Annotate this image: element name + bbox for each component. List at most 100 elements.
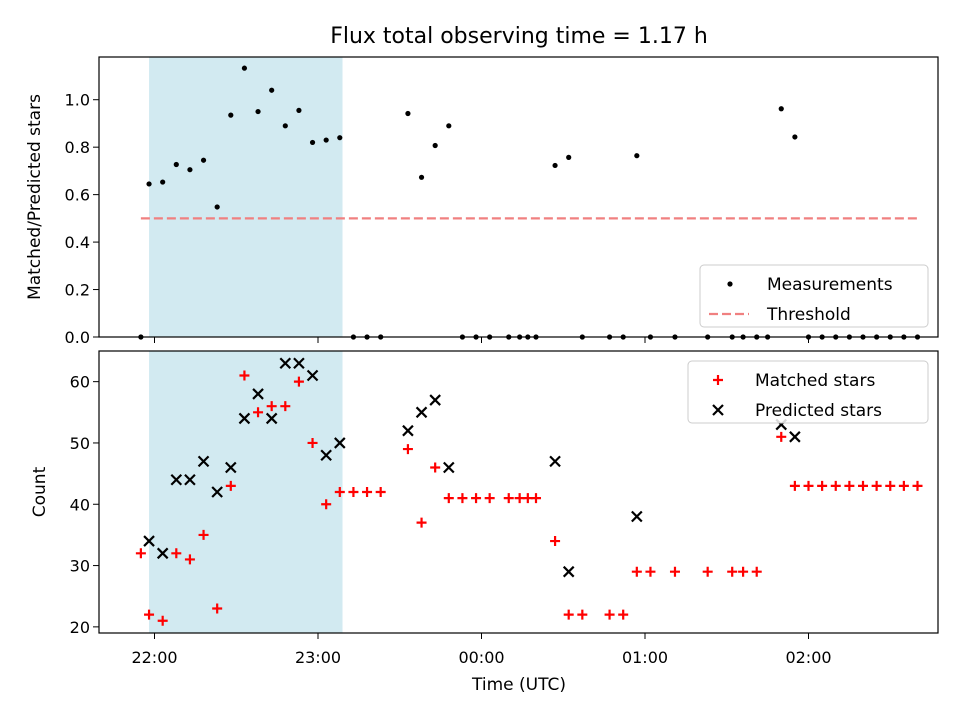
matched-stars-point	[334, 487, 345, 497]
measurement-point	[446, 123, 452, 129]
matched-stars-point	[484, 493, 495, 504]
measurement-point	[405, 110, 411, 117]
measurement-point	[187, 167, 193, 173]
matched-stars-point	[443, 493, 454, 504]
predicted-stars-point	[143, 535, 155, 547]
x-tick-label: 00:00	[458, 648, 504, 667]
measurement-point	[255, 108, 261, 115]
matched-stars-point	[844, 480, 855, 491]
predicted-stars-point	[184, 473, 196, 486]
measurement-point	[323, 137, 329, 143]
matched-stars-point	[885, 480, 896, 491]
legend-swatch	[727, 281, 733, 287]
y-tick-label: 0.4	[65, 233, 90, 252]
shaded-interval	[149, 351, 343, 633]
legend: Matched stars Predicted stars	[687, 360, 929, 424]
matched-stars-point	[898, 480, 909, 491]
matched-stars-point	[669, 566, 680, 577]
measurement-point	[241, 65, 248, 71]
y-tick-label: 0.8	[65, 138, 90, 157]
x-axis-ticks: 22:00 23:00 00:00 01:00 02:00	[131, 633, 832, 667]
measurement-point	[173, 161, 179, 168]
measurement-point	[337, 135, 343, 141]
measurement-point	[432, 142, 438, 149]
matched-stars-point	[550, 536, 561, 547]
predicted-stars-point	[279, 357, 292, 370]
matched-stars-point	[321, 499, 332, 510]
chart-title: Flux total observing time = 1.17 h	[330, 24, 708, 49]
measurement-point	[146, 181, 152, 187]
y-tick-label: 30	[70, 557, 90, 576]
predicted-stars-point	[320, 449, 332, 461]
matched-stars-point	[362, 487, 373, 497]
y-axis-label: Matched/Predicted stars	[25, 94, 45, 300]
observing-window	[149, 351, 343, 633]
y-tick-label: 0.0	[65, 328, 90, 347]
legend-swatch	[713, 375, 723, 385]
matched-stars-point	[239, 370, 250, 381]
matched-stars-point	[266, 401, 277, 412]
matched-stars-point	[830, 480, 841, 491]
matched-stars-point	[416, 517, 427, 528]
ratio-panel: 0.0 0.2 0.4 0.6 0.8 1.0 Matched/Predicted sta…	[25, 56, 939, 347]
x-tick-label: 02:00	[785, 648, 831, 667]
matched-stars-point	[184, 554, 195, 565]
predicted-stars-point	[156, 547, 169, 560]
predicted-stars-point	[170, 473, 183, 486]
count-panel: 20 30 40 50 60 22:00 23:00 00:00 01:00 02:00 Cou…	[30, 350, 939, 695]
matched-stars-point	[702, 566, 713, 577]
predicted-stars-point	[225, 461, 237, 474]
matched-stars-point	[751, 566, 762, 577]
predicted-stars-point	[631, 510, 643, 523]
predicted-stars-point	[238, 412, 251, 425]
y-axis-label: Count	[30, 466, 50, 517]
matched-stars-point	[631, 566, 642, 577]
measurement-point	[282, 123, 288, 129]
matched-stars-point	[375, 487, 386, 497]
predicted-stars-point	[252, 388, 264, 400]
measurement-point	[200, 157, 207, 163]
matched-stars-point	[157, 615, 168, 626]
x-tick-label: 23:00	[295, 648, 341, 667]
y-tick-label: 0.2	[65, 281, 90, 300]
plot-marks	[138, 65, 921, 340]
shaded-interval	[149, 57, 343, 337]
y-tick-label: 50	[70, 434, 90, 453]
measurement-point	[296, 107, 302, 113]
matched-stars-point	[253, 407, 264, 418]
predicted-stars-point	[402, 424, 414, 437]
legend-label: Matched stars	[755, 371, 875, 391]
matched-stars-point	[225, 480, 236, 491]
matched-stars-point	[293, 376, 304, 387]
legend-box	[687, 360, 929, 424]
matched-stars-point	[645, 566, 656, 577]
matched-stars-point	[171, 548, 182, 559]
legend-label: Predicted stars	[755, 401, 882, 421]
predicted-stars-point	[429, 394, 441, 406]
x-axis-label: Time (UTC)	[471, 675, 566, 695]
measurement-point	[160, 179, 166, 185]
measurement-point	[566, 154, 572, 160]
predicted-stars-point	[443, 461, 455, 474]
predicted-stars-point	[562, 565, 575, 578]
matched-stars-point	[212, 603, 223, 614]
predicted-stars-point	[334, 437, 346, 449]
axes-frame	[98, 350, 939, 634]
legend-box	[699, 264, 929, 328]
axes-frame	[98, 56, 939, 338]
matched-stars-point	[738, 566, 749, 577]
matched-stars-point	[871, 480, 882, 491]
measurement-point	[792, 134, 798, 140]
predicted-stars-point	[211, 486, 223, 498]
matched-stars-point	[618, 609, 629, 620]
plot-marks	[135, 357, 923, 626]
measurement-point	[418, 174, 425, 180]
measurement-point	[269, 87, 275, 93]
y-tick-label: 40	[70, 495, 90, 514]
matched-stars-point	[430, 462, 441, 473]
legend-swatch	[712, 404, 724, 416]
matched-stars-point	[912, 480, 923, 491]
observing-window	[149, 57, 343, 337]
matched-stars-point	[727, 566, 738, 577]
